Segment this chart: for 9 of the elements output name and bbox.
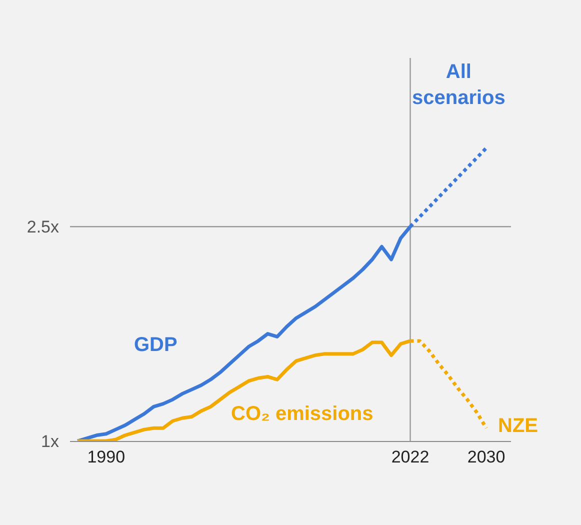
- series-label: GDP: [134, 334, 178, 356]
- y-tick-label: 1x: [41, 432, 60, 451]
- x-tick-label: 2022: [391, 448, 430, 466]
- x-tick-label: 2030: [467, 448, 506, 466]
- series-label: NZE: [498, 415, 538, 437]
- text: All scenarios: [412, 61, 506, 109]
- series-label: CO₂ emissions: [231, 403, 374, 425]
- y-tick-label: 2.5x: [26, 218, 60, 237]
- x-tick-label: 1990: [87, 448, 126, 466]
